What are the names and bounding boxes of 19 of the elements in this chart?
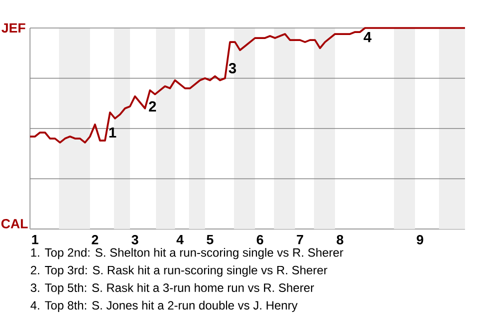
x-tick-label: 8 (336, 235, 344, 244)
annotation: 2 (148, 101, 156, 112)
x-tick-label: 4 (176, 235, 184, 244)
text: 1. Top 2nd: S. Shelton hit a run-scoring single vs R. Sherer (31, 248, 344, 260)
x-tick-label: 6 (256, 235, 264, 244)
x-tick-label: 5 (206, 235, 214, 244)
x-tick-label: 3 (132, 235, 138, 244)
text: JEF (2, 23, 26, 33)
x-tick-label: 9 (416, 235, 424, 244)
x-tick-label: 2 (92, 235, 98, 244)
x-tick-label: 7 (296, 235, 304, 244)
x-tick-label: 1 (32, 235, 38, 244)
annotation: 3 (228, 63, 236, 74)
text: 4. Top 8th: S. Jones hit a 2-run double vs J. Henry (30, 300, 298, 312)
annotation: 4 (364, 32, 372, 42)
annotation: 1 (109, 128, 116, 138)
text: 2. Top 3rd: S. Rask hit a run-scoring single vs R. Sherer (30, 266, 328, 277)
text: CAL (1, 218, 28, 228)
text: 3. Top 5th: S. Rask hit a 3-run home run vs R. Sherer (30, 283, 314, 294)
